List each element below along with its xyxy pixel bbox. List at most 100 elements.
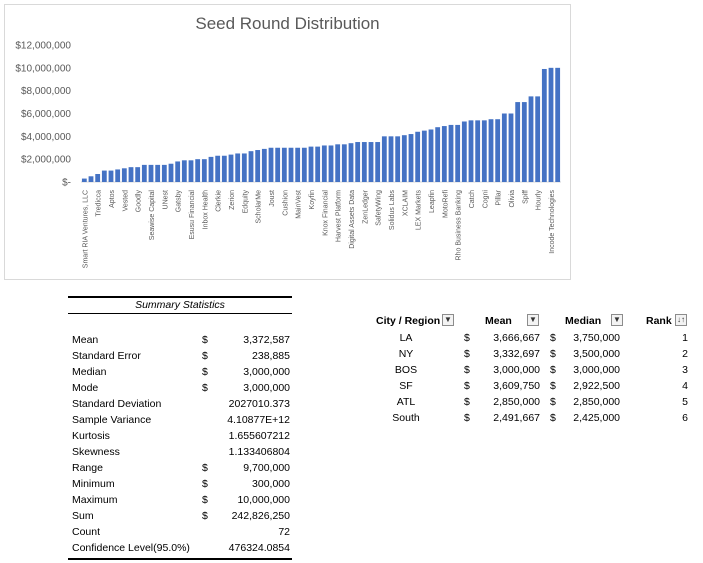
bar[interactable] (281, 147, 287, 182)
bar[interactable] (428, 129, 434, 182)
bar[interactable] (495, 119, 501, 182)
summary-row: Sum $242,826,250 (68, 508, 292, 524)
bar[interactable] (435, 127, 441, 182)
bar[interactable] (275, 147, 281, 182)
bar[interactable] (221, 155, 227, 182)
bar[interactable] (261, 148, 267, 182)
bar[interactable] (521, 102, 527, 182)
dropdown-filter-icon[interactable]: ▼ (442, 314, 454, 326)
bar[interactable] (328, 145, 334, 182)
city-name: South (392, 412, 420, 424)
bar[interactable] (308, 146, 314, 182)
bar[interactable] (175, 161, 181, 182)
stat-value: 476324.0854 (228, 542, 290, 554)
bar-chart: $12,000,000 $10,000,000 $8,000,000 $6,000,0… (15, 41, 561, 268)
bar[interactable] (481, 120, 487, 182)
x-tick-label: Cushion (282, 190, 289, 216)
bar[interactable] (235, 153, 241, 182)
bar[interactable] (268, 147, 274, 182)
rank-value: 2 (682, 348, 688, 360)
y-tick-label: $4,000,000 (21, 132, 71, 143)
median-value: 2,425,000 (573, 412, 620, 424)
bar[interactable] (161, 164, 167, 183)
bar[interactable] (108, 170, 114, 182)
bar[interactable] (201, 159, 207, 182)
stat-label: Skewness (72, 446, 120, 458)
bar[interactable] (248, 151, 254, 182)
bar[interactable] (475, 120, 481, 182)
x-tick-label: LEX Markets (416, 190, 423, 231)
stat-label: Minimum (72, 478, 115, 490)
bar[interactable] (195, 159, 201, 182)
bar[interactable] (255, 150, 261, 182)
bar[interactable] (168, 163, 174, 182)
median-value: 3,000,000 (573, 364, 620, 376)
bar[interactable] (375, 142, 381, 182)
bar[interactable] (121, 168, 127, 182)
x-tick-label: Clerkie (216, 190, 223, 212)
bar[interactable] (301, 147, 307, 182)
bar[interactable] (348, 143, 354, 182)
bar[interactable] (341, 144, 347, 182)
bar[interactable] (548, 67, 554, 182)
bar[interactable] (208, 156, 214, 182)
bar[interactable] (441, 126, 447, 182)
bar[interactable] (401, 135, 407, 182)
bar[interactable] (148, 164, 154, 183)
bar[interactable] (361, 142, 367, 182)
bar[interactable] (415, 131, 421, 182)
bar[interactable] (155, 164, 161, 183)
bar[interactable] (141, 164, 147, 183)
x-tick-label: Cogni (482, 190, 489, 209)
bar[interactable] (508, 113, 514, 183)
bar[interactable] (528, 96, 534, 183)
dropdown-filter-icon[interactable]: ▼ (611, 314, 623, 326)
bar[interactable] (555, 67, 561, 182)
bar[interactable] (368, 142, 374, 182)
bar[interactable] (448, 124, 454, 182)
bar[interactable] (115, 169, 121, 182)
bar[interactable] (181, 160, 187, 182)
bar[interactable] (335, 144, 341, 182)
bar[interactable] (501, 113, 507, 183)
bar[interactable] (188, 160, 194, 182)
bar[interactable] (288, 147, 294, 182)
bar[interactable] (488, 119, 494, 182)
bar[interactable] (355, 142, 361, 182)
median-currency: $ (550, 412, 556, 424)
bar[interactable] (128, 167, 134, 182)
bar[interactable] (515, 102, 521, 182)
bar[interactable] (408, 134, 414, 182)
bar[interactable] (228, 154, 234, 182)
city-row: South $2,491,667 $2,425,000 6 (370, 410, 700, 426)
summary-row: Standard Deviation 2027010.373 (68, 396, 292, 412)
header-median: Median (565, 315, 602, 327)
bar[interactable] (101, 170, 107, 182)
chart-area[interactable]: Seed Round Distribution $12,000,000 $10,0… (4, 4, 571, 280)
x-tick-label: Esusu Financial (189, 190, 196, 240)
bar[interactable] (421, 130, 427, 183)
bar[interactable] (315, 146, 321, 182)
summary-row: Median $3,000,000 (68, 364, 292, 380)
bar[interactable] (461, 121, 467, 182)
bar[interactable] (95, 174, 101, 182)
bar[interactable] (135, 167, 141, 182)
bar[interactable] (295, 147, 301, 182)
bar[interactable] (541, 68, 547, 182)
bar[interactable] (81, 178, 87, 182)
bar[interactable] (388, 136, 394, 182)
dropdown-filter-icon[interactable]: ▼ (527, 314, 539, 326)
summary-row: Confidence Level(95.0%) 476324.0854 (68, 540, 292, 556)
bar[interactable] (468, 120, 474, 182)
bar[interactable] (381, 136, 387, 182)
bar[interactable] (455, 124, 461, 182)
x-tick-label: Hourly (536, 190, 543, 211)
bar[interactable] (395, 136, 401, 182)
sort-descending-filter-icon[interactable]: ↓↑ (675, 314, 687, 326)
bar[interactable] (535, 96, 541, 183)
bar[interactable] (241, 153, 247, 182)
bar[interactable] (88, 176, 94, 182)
bar[interactable] (321, 145, 327, 182)
stat-value: 3,000,000 (243, 366, 290, 378)
bar[interactable] (215, 155, 221, 182)
